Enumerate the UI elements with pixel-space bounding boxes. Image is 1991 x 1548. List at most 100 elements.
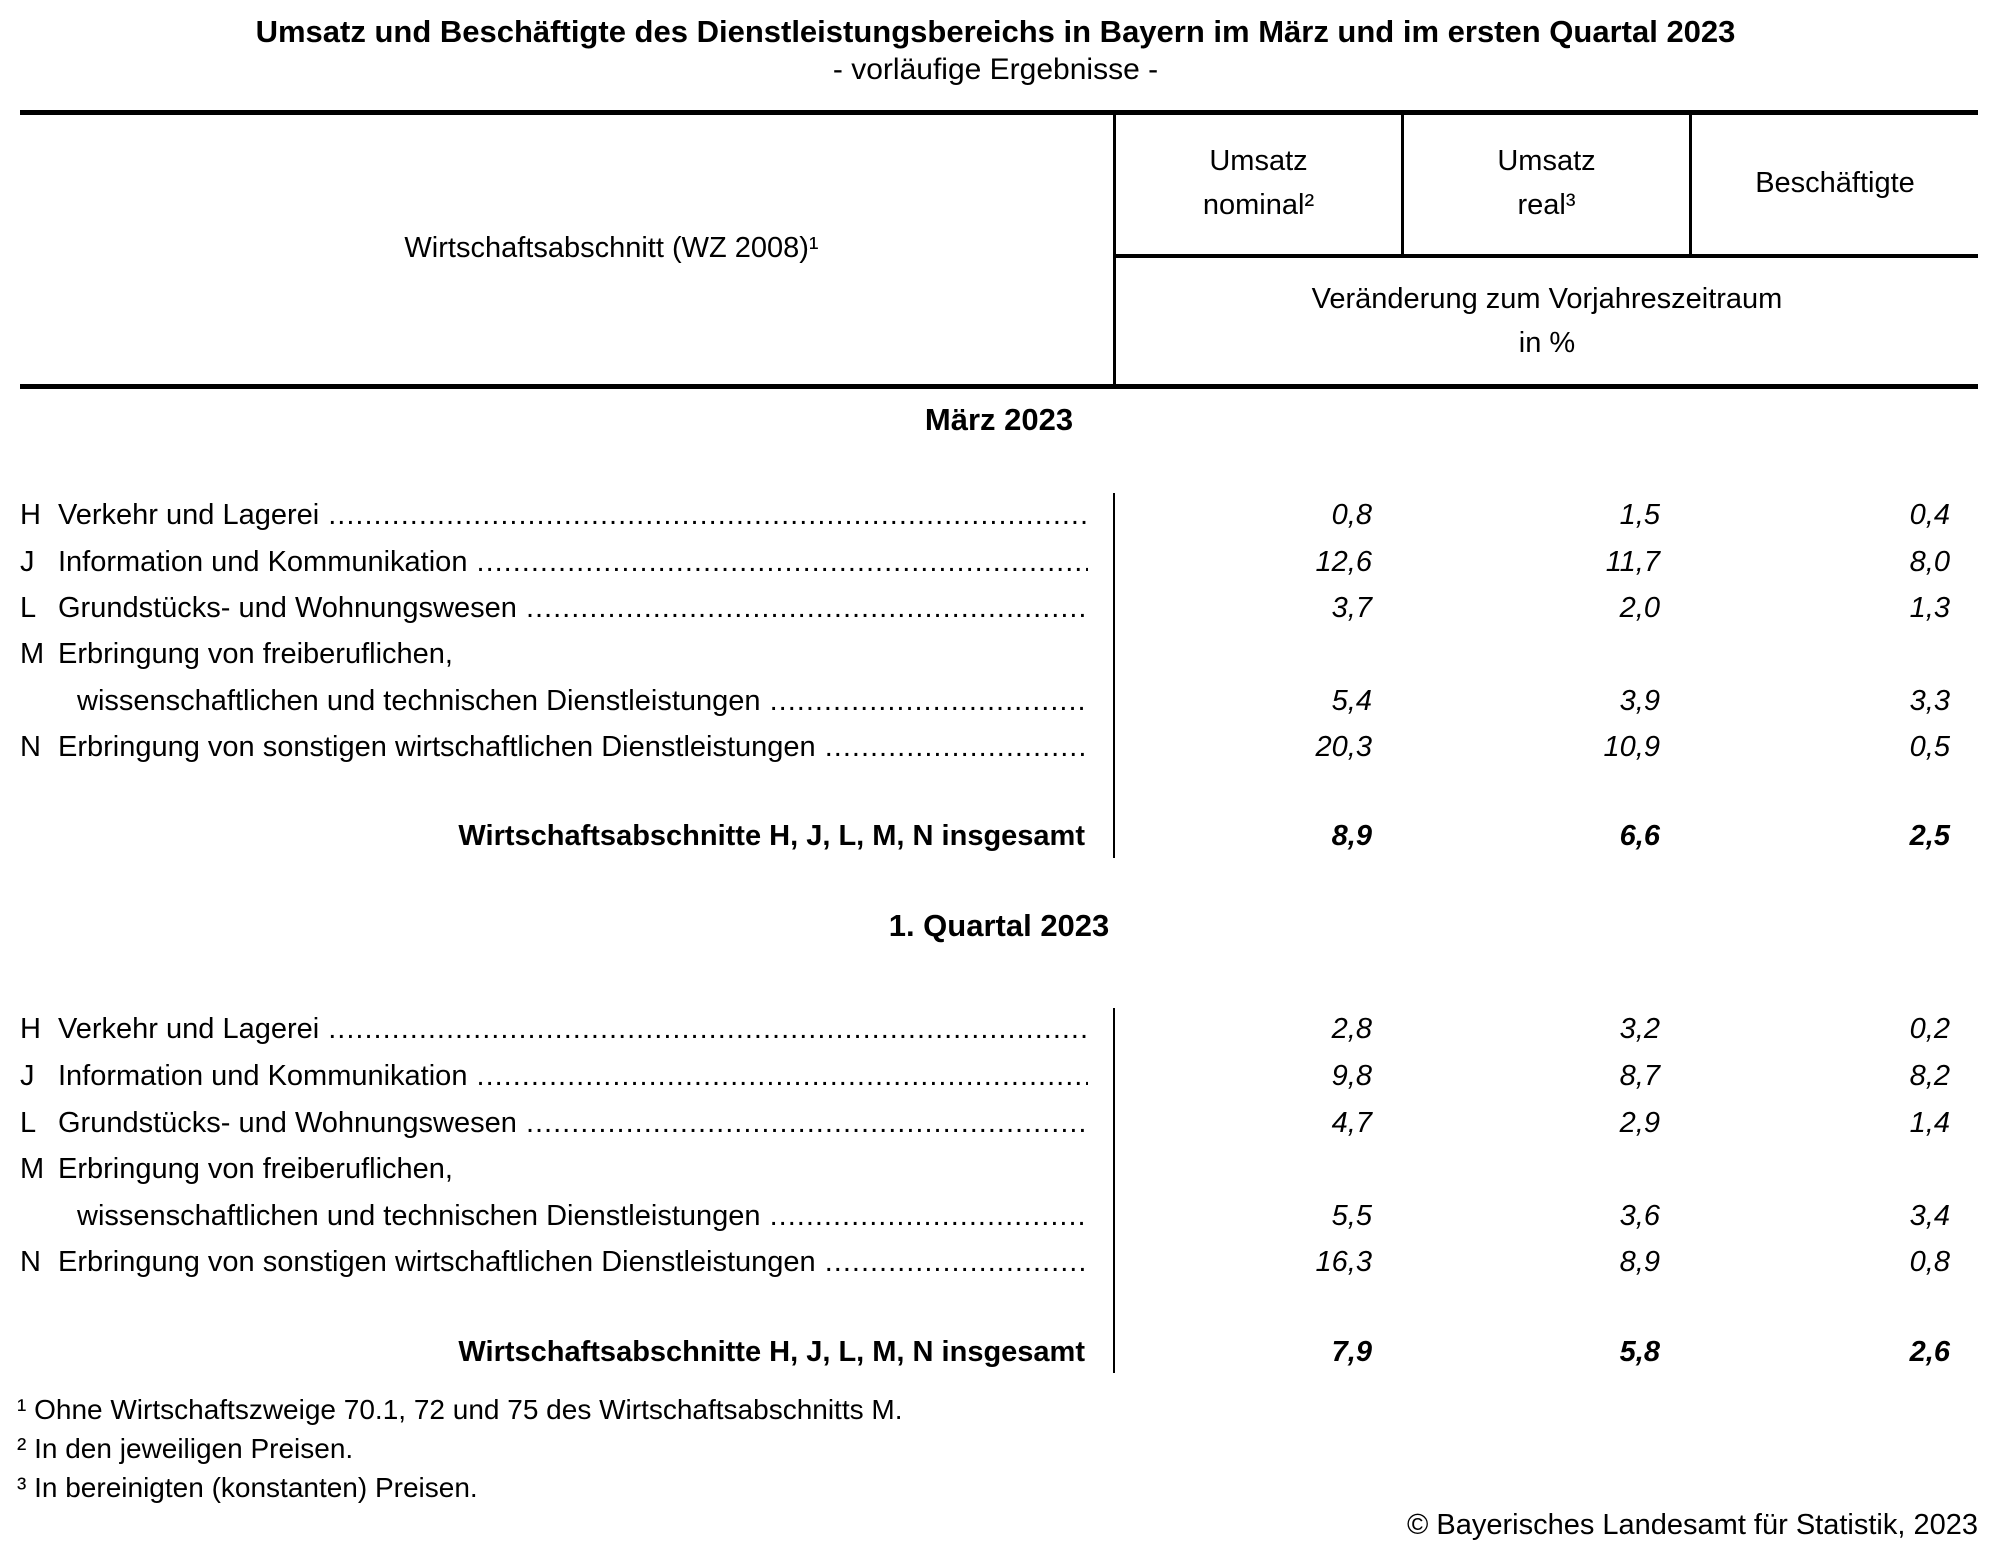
dot-leader: [467, 1060, 1088, 1092]
value-umsatz-nominal: 16,3: [1315, 1246, 1372, 1278]
row-code: N: [20, 1246, 41, 1278]
header-divider-real-beschaeftigte: [1689, 110, 1692, 258]
veraenderung-line2: in %: [1518, 327, 1576, 359]
value-umsatz-nominal: 20,3: [1315, 731, 1372, 763]
row-code: N: [20, 731, 41, 763]
dot-leader: [319, 1013, 1088, 1045]
row-label: Grundstücks- und Wohnungswesen: [58, 1107, 517, 1139]
table-row: J Information und Kommunikation 12,6 11,7…: [0, 539, 1991, 586]
value-umsatz-real: 3,6: [1619, 1200, 1660, 1232]
page-subtitle: - vorläufige Ergebnisse -: [832, 53, 1159, 86]
table-top-border: [20, 110, 1978, 115]
table-total-row: Wirtschaftsabschnitte H, J, L, M, N insg…: [0, 1329, 1991, 1376]
row-label-cell: L Grundstücks- und Wohnungswesen: [20, 585, 1088, 632]
row-code: L: [20, 1107, 37, 1139]
dot-leader: [761, 685, 1088, 717]
row-label-cell: H Verkehr und Lagerei: [20, 1006, 1088, 1053]
umsatz-real-line2: real³: [1517, 189, 1576, 221]
value-beschaeftigte: 0,8: [1909, 1246, 1950, 1278]
row-label: Erbringung von freiberuflichen,: [58, 638, 453, 670]
row-label-cell: J Information und Kommunikation: [20, 539, 1088, 586]
footnote-2: ² In den jeweiligen Preisen.: [17, 1433, 354, 1464]
dot-leader: [319, 499, 1088, 531]
row-code: M: [20, 638, 45, 670]
value-umsatz-real: 2,0: [1619, 592, 1660, 624]
dot-leader: [467, 546, 1088, 578]
value-beschaeftigte: 1,3: [1909, 592, 1950, 624]
footnote-1: ¹ Ohne Wirtschaftszweige 70.1, 72 und 75…: [17, 1394, 903, 1425]
column-header-veraenderung: Veränderung zum Vorjahreszeitraum in %: [1116, 258, 1978, 384]
value-beschaeftigte: 8,0: [1909, 546, 1950, 578]
body-divider-quartal: [1113, 1008, 1115, 1373]
value-umsatz-real: 8,7: [1619, 1060, 1660, 1092]
column-header-umsatz-real: Umsatz real³: [1404, 112, 1689, 254]
value-beschaeftigte: 0,5: [1909, 731, 1950, 763]
row-label: Erbringung von freiberuflichen,: [58, 1153, 453, 1185]
row-label-cell: N Erbringung von sonstigen wirtschaftlich…: [20, 724, 1088, 771]
table-row: wissenschaftlichen und technischen Diens…: [0, 678, 1991, 725]
row-label-cell: M Erbringung von freiberuflichen,: [20, 631, 1088, 678]
column-header-umsatz-nominal: Umsatz nominal²: [1116, 112, 1401, 254]
umsatz-real-line1: Umsatz: [1497, 145, 1596, 177]
value-beschaeftigte: 3,4: [1909, 1200, 1950, 1232]
header-divider-nominal-real: [1401, 110, 1404, 258]
row-label: wissenschaftlichen und technischen Diens…: [77, 1200, 761, 1232]
footnote-3: ³ In bereinigten (konstanten) Preisen.: [17, 1472, 478, 1503]
row-code: H: [20, 1013, 41, 1045]
column-header-beschaeftigte: Beschäftigte: [1755, 167, 1915, 199]
value-umsatz-nominal: 5,4: [1331, 685, 1372, 717]
value-umsatz-real: 5,8: [1619, 1336, 1660, 1368]
table-row: wissenschaftlichen und technischen Diens…: [0, 1193, 1991, 1240]
table-total-row: Wirtschaftsabschnitte H, J, L, M, N insg…: [0, 813, 1991, 860]
value-umsatz-real: 1,5: [1619, 499, 1660, 531]
header-divider-left: [1113, 110, 1116, 389]
table-row: H Verkehr und Lagerei 2,8 3,2 0,2: [0, 1006, 1991, 1053]
row-label-cell: H Verkehr und Lagerei: [20, 492, 1088, 539]
row-label: Information und Kommunikation: [58, 1060, 468, 1092]
value-umsatz-nominal: 9,8: [1331, 1060, 1372, 1092]
dot-leader: [517, 1107, 1088, 1139]
section-heading-maerz: März 2023: [924, 402, 1074, 437]
value-umsatz-real: 3,2: [1619, 1013, 1660, 1045]
dot-leader: [816, 731, 1088, 763]
value-umsatz-nominal: 0,8: [1331, 499, 1372, 531]
umsatz-nominal-line2: nominal²: [1202, 189, 1315, 221]
table-row: H Verkehr und Lagerei 0,8 1,5 0,4: [0, 492, 1991, 539]
dot-leader: [761, 1200, 1088, 1232]
row-code: J: [20, 1060, 35, 1092]
value-umsatz-nominal: 8,9: [1331, 820, 1372, 852]
total-label: Wirtschaftsabschnitte H, J, L, M, N insg…: [458, 820, 1085, 852]
value-umsatz-nominal: 5,5: [1331, 1200, 1372, 1232]
veraenderung-line1: Veränderung zum Vorjahreszeitraum: [1311, 283, 1783, 315]
value-umsatz-real: 8,9: [1619, 1246, 1660, 1278]
section-heading-quartal: 1. Quartal 2023: [888, 908, 1110, 943]
value-umsatz-real: 11,7: [1605, 546, 1660, 578]
value-beschaeftigte: 1,4: [1909, 1107, 1950, 1139]
row-label: Erbringung von sonstigen wirtschaftliche…: [58, 1246, 816, 1278]
value-umsatz-nominal: 4,7: [1331, 1107, 1372, 1139]
header-bottom-border: [20, 384, 1978, 389]
value-umsatz-nominal: 7,9: [1331, 1336, 1372, 1368]
row-code: H: [20, 499, 41, 531]
header-mid-border: [1113, 254, 1978, 258]
row-code: M: [20, 1153, 45, 1185]
row-label: Erbringung von sonstigen wirtschaftliche…: [58, 731, 816, 763]
table-row: N Erbringung von sonstigen wirtschaftlich…: [0, 724, 1991, 771]
row-code: J: [20, 546, 35, 578]
row-label: Grundstücks- und Wohnungswesen: [58, 592, 517, 624]
table-row: N Erbringung von sonstigen wirtschaftlich…: [0, 1239, 1991, 1286]
value-umsatz-nominal: 2,8: [1331, 1013, 1372, 1045]
body-divider-maerz: [1113, 493, 1115, 858]
value-umsatz-real: 6,6: [1619, 820, 1660, 852]
table-row: M Erbringung von freiberuflichen,: [0, 631, 1991, 678]
row-label-cell: L Grundstücks- und Wohnungswesen: [20, 1100, 1088, 1147]
page-title: Umsatz und Beschäftigte des Dienstleistu…: [255, 14, 1736, 49]
total-label: Wirtschaftsabschnitte H, J, L, M, N insg…: [458, 1336, 1085, 1368]
value-beschaeftigte: 0,2: [1909, 1013, 1950, 1045]
row-code: L: [20, 592, 37, 624]
row-label: Verkehr und Lagerei: [58, 1013, 320, 1045]
dot-leader: [816, 1246, 1088, 1278]
